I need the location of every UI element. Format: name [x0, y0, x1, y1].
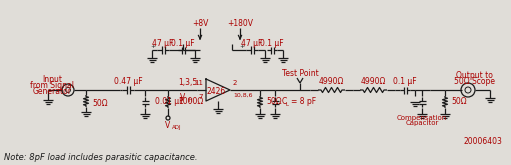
Text: Output to: Output to: [456, 71, 493, 81]
Text: 11: 11: [194, 80, 203, 86]
Text: 10,8,6: 10,8,6: [233, 93, 252, 98]
Text: 50Ω: 50Ω: [92, 99, 108, 108]
Text: 0.1 μF: 0.1 μF: [171, 38, 195, 48]
Text: Test Point: Test Point: [282, 69, 318, 79]
Text: 50Ω: 50Ω: [266, 98, 282, 106]
Text: from Signal: from Signal: [30, 82, 74, 90]
Text: C: C: [282, 98, 287, 106]
Text: 0.47 μF: 0.47 μF: [113, 78, 142, 86]
Text: IH: IH: [188, 98, 194, 102]
Text: 7: 7: [198, 94, 203, 100]
Text: 47 μF: 47 μF: [241, 38, 263, 48]
Text: 0.01 μF: 0.01 μF: [155, 98, 183, 106]
Text: 50Ω Scope: 50Ω Scope: [453, 77, 495, 85]
Text: Capacitor: Capacitor: [405, 120, 438, 126]
Text: 50Ω: 50Ω: [451, 98, 467, 106]
Text: 0.1 μF: 0.1 μF: [260, 38, 284, 48]
Text: L: L: [286, 102, 289, 108]
Text: 20006403: 20006403: [463, 137, 502, 147]
Text: +8V: +8V: [192, 19, 208, 29]
Text: ADJ: ADJ: [172, 126, 181, 131]
Text: Generator: Generator: [33, 87, 72, 97]
Text: V: V: [166, 121, 171, 131]
Text: Input: Input: [42, 76, 62, 84]
Text: V: V: [180, 93, 185, 101]
Text: Note: 8pF load includes parasitic capacitance.: Note: 8pF load includes parasitic capaci…: [4, 152, 197, 162]
Text: +: +: [151, 45, 156, 50]
Text: 2426: 2426: [206, 86, 226, 96]
Text: 4990Ω: 4990Ω: [360, 78, 386, 86]
Text: 1,3,5: 1,3,5: [178, 79, 198, 87]
Text: = 8 pF: = 8 pF: [291, 98, 316, 106]
Text: 2: 2: [233, 80, 238, 86]
Text: 47 μF: 47 μF: [152, 38, 174, 48]
Text: 1000Ω: 1000Ω: [178, 98, 203, 106]
Text: +: +: [240, 45, 245, 50]
Text: 0.1 μF: 0.1 μF: [393, 78, 417, 86]
Text: 4990Ω: 4990Ω: [318, 78, 344, 86]
Text: +180V: +180V: [227, 19, 253, 29]
Text: Compensation: Compensation: [397, 115, 447, 121]
